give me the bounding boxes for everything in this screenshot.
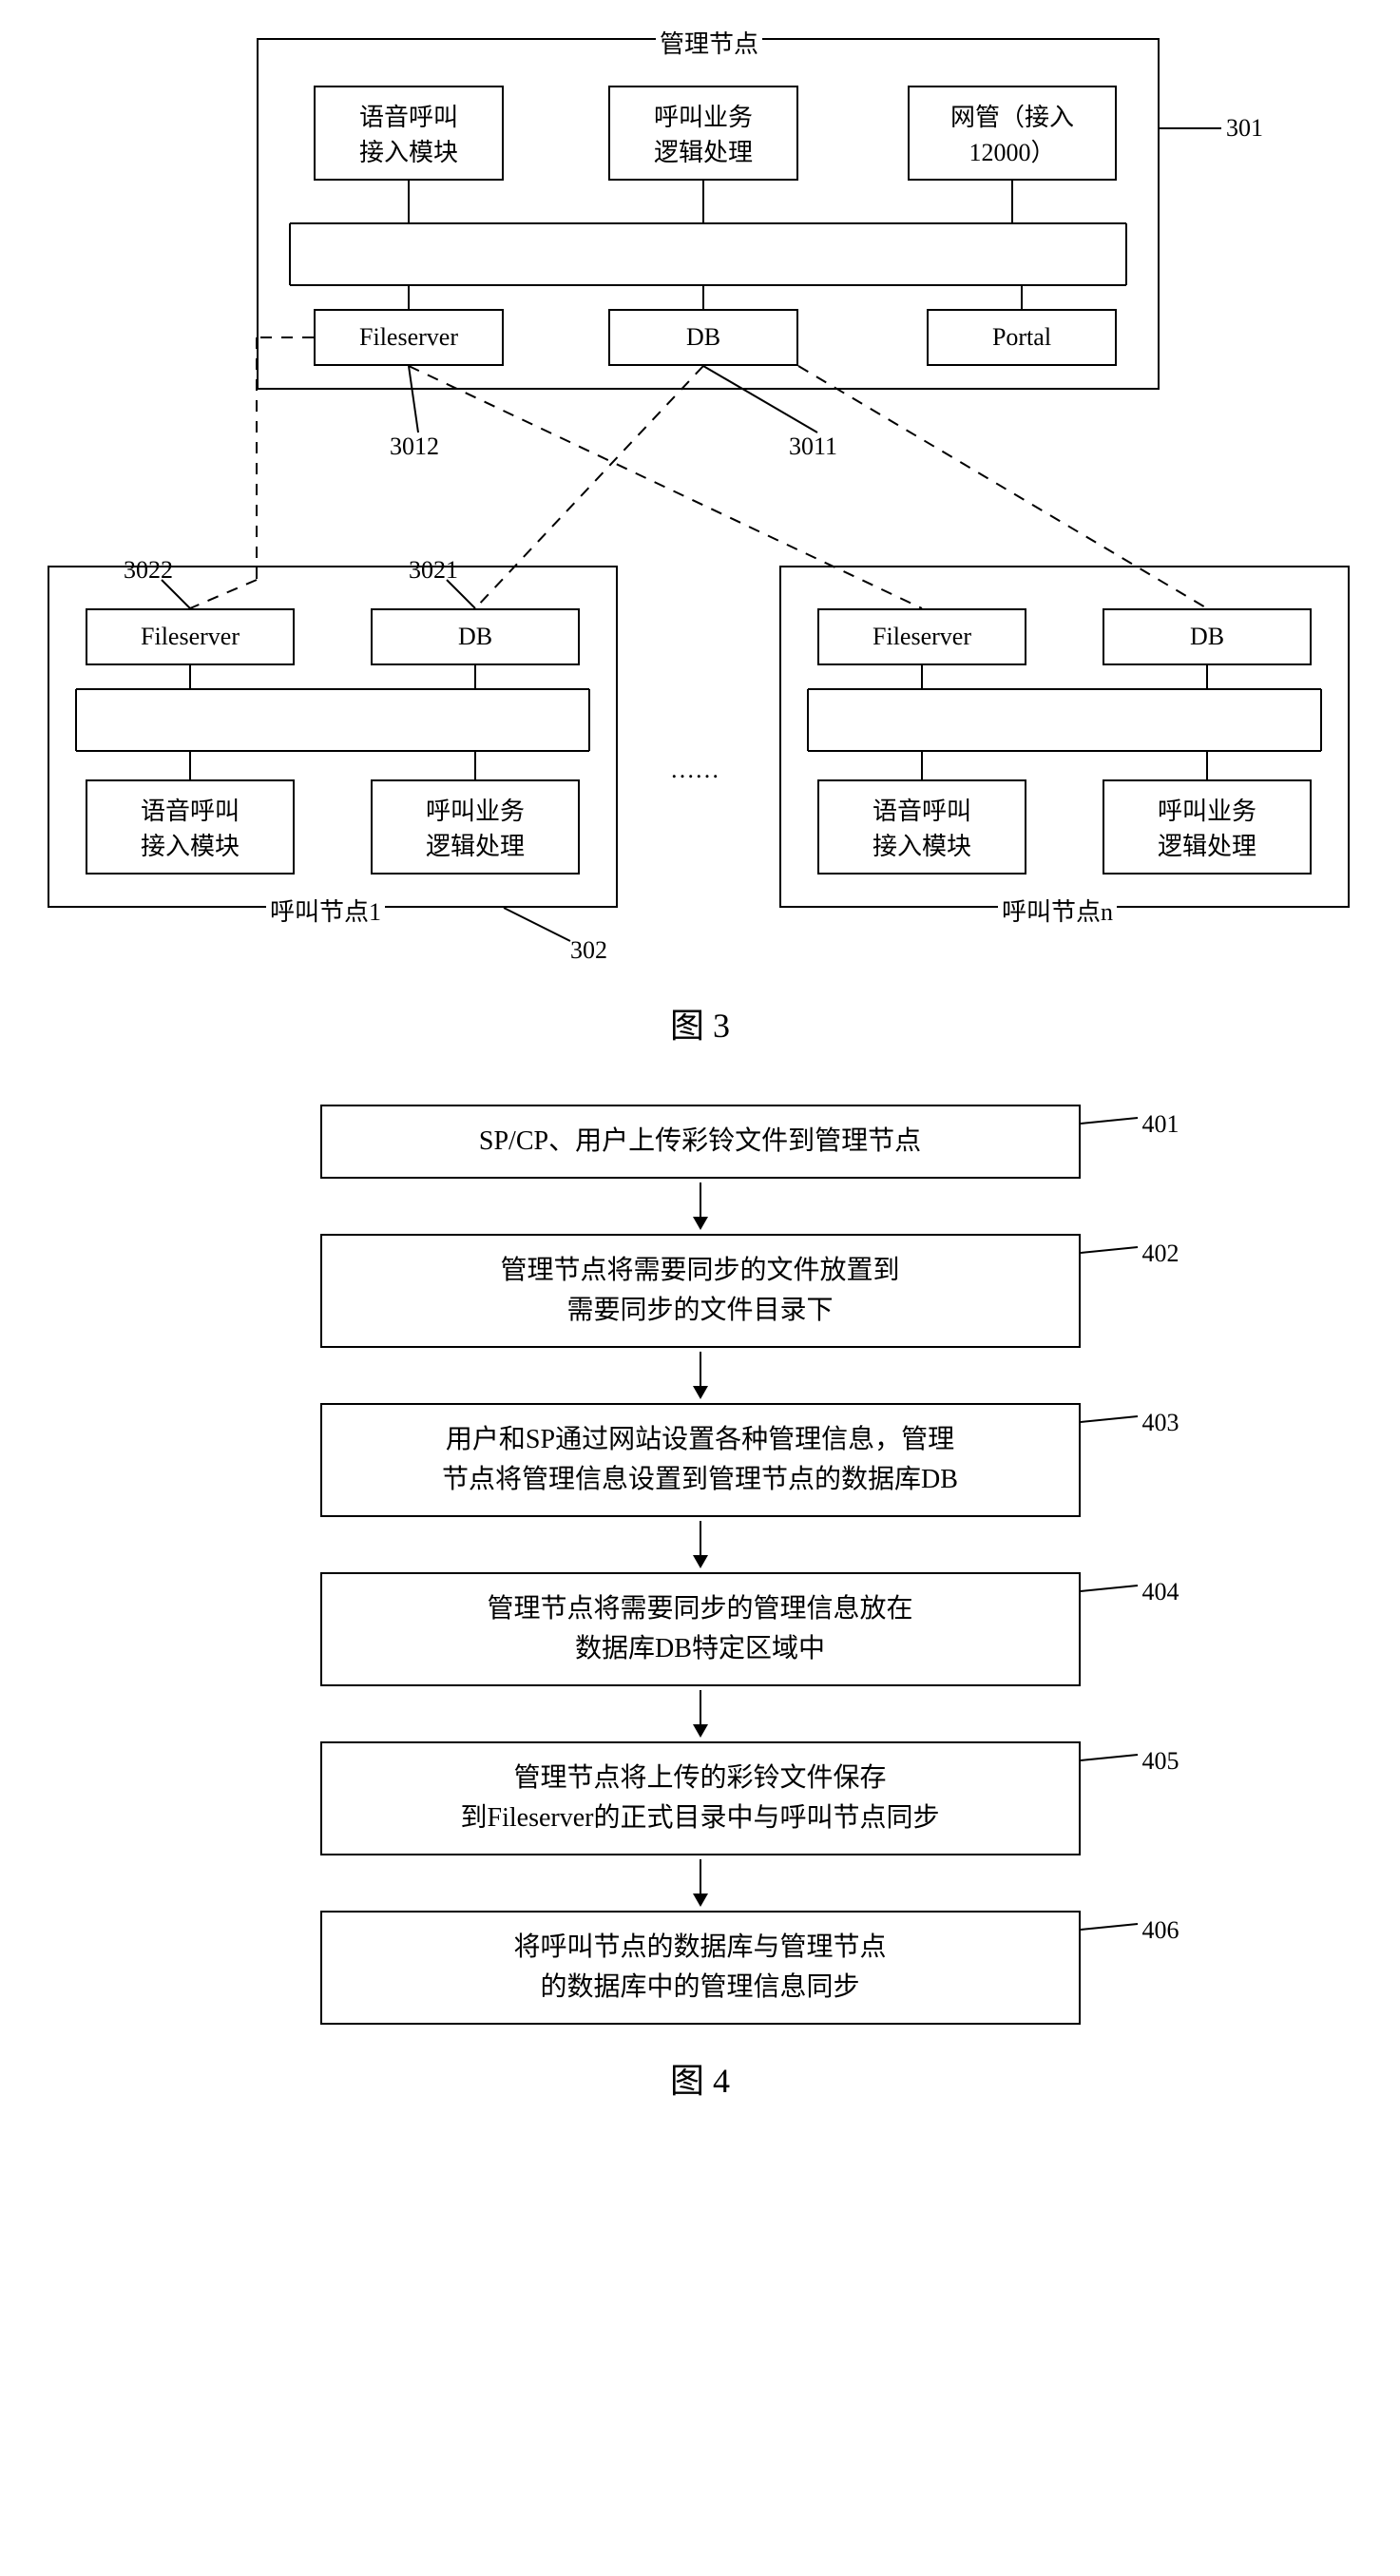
call-node-1-db: DB [371, 608, 580, 665]
mgmt-nms: 网管（接入 12000） [908, 86, 1117, 181]
mgmt-node-label: 管理节点 [656, 25, 762, 60]
flow-arrow-402 [178, 1352, 1223, 1399]
flow-step-404: 管理节点将需要同步的管理信息放在 数据库DB特定区域中 404 [178, 1572, 1223, 1686]
mgmt-call-logic: 呼叫业务 逻辑处理 [608, 86, 798, 181]
flow-step-label-404: 404 [1142, 1578, 1179, 1606]
call-node-1-voice-access: 语音呼叫 接入模块 [86, 779, 295, 875]
call-node-n-label: 呼叫节点n [998, 893, 1117, 928]
call-node-1-call-logic: 呼叫业务 逻辑处理 [371, 779, 580, 875]
flow-step-label-405: 405 [1142, 1747, 1179, 1776]
flow-step-box-406: 将呼叫节点的数据库与管理节点 的数据库中的管理信息同步 [320, 1911, 1081, 2025]
callout-301: 301 [1226, 114, 1263, 143]
figure-4: SP/CP、用户上传彩铃文件到管理节点 401 管理节点将需要同步的文件放置到 需要… [178, 1105, 1223, 2025]
call-node-1-label: 呼叫节点1 [266, 893, 385, 928]
flow-step-402: 管理节点将需要同步的文件放置到 需要同步的文件目录下 402 [178, 1234, 1223, 1348]
flow-step-406: 将呼叫节点的数据库与管理节点 的数据库中的管理信息同步 406 [178, 1911, 1223, 2025]
flow-step-405: 管理节点将上传的彩铃文件保存 到Fileserver的正式目录中与呼叫节点同步 4… [178, 1741, 1223, 1855]
flow-arrow-403 [178, 1521, 1223, 1568]
flow-step-label-406: 406 [1142, 1916, 1179, 1945]
flow-step-403: 用户和SP通过网站设置各种管理信息，管理 节点将管理信息设置到管理节点的数据库D… [178, 1403, 1223, 1517]
ellipsis: …… [670, 756, 719, 784]
figure-4-title: 图 4 [38, 2053, 1362, 2103]
flow-step-box-402: 管理节点将需要同步的文件放置到 需要同步的文件目录下 [320, 1234, 1081, 1348]
call-node-n-voice-access: 语音呼叫 接入模块 [817, 779, 1026, 875]
flow-step-box-404: 管理节点将需要同步的管理信息放在 数据库DB特定区域中 [320, 1572, 1081, 1686]
flow-step-box-401: SP/CP、用户上传彩铃文件到管理节点 [320, 1105, 1081, 1179]
figure-3-title: 图 3 [38, 998, 1362, 1048]
mgmt-db: DB [608, 309, 798, 366]
mgmt-voice-access: 语音呼叫 接入模块 [314, 86, 504, 181]
flow-step-label-402: 402 [1142, 1240, 1179, 1268]
flow-step-leader-402 [1081, 1234, 1147, 1262]
callout-302: 302 [570, 936, 607, 965]
flow-step-box-403: 用户和SP通过网站设置各种管理信息，管理 节点将管理信息设置到管理节点的数据库D… [320, 1403, 1081, 1517]
flow-step-label-401: 401 [1142, 1110, 1179, 1139]
flow-arrow-401 [178, 1182, 1223, 1230]
call-node-n-fileserver: Fileserver [817, 608, 1026, 665]
flow-arrow-404 [178, 1690, 1223, 1738]
flow-step-leader-406 [1081, 1911, 1147, 1939]
flow-step-box-405: 管理节点将上传的彩铃文件保存 到Fileserver的正式目录中与呼叫节点同步 [320, 1741, 1081, 1855]
callout-3011: 3011 [789, 433, 837, 461]
mgmt-fileserver: Fileserver [314, 309, 504, 366]
flow-step-leader-403 [1081, 1403, 1147, 1432]
flow-step-401: SP/CP、用户上传彩铃文件到管理节点 401 [178, 1105, 1223, 1179]
flow-step-leader-405 [1081, 1741, 1147, 1770]
call-node-n-db: DB [1103, 608, 1312, 665]
call-node-1-fileserver: Fileserver [86, 608, 295, 665]
figure-3: 管理节点语音呼叫 接入模块呼叫业务 逻辑处理网管（接入 12000）Filese… [38, 38, 1362, 970]
flow-step-label-403: 403 [1142, 1409, 1179, 1437]
flow-step-leader-401 [1081, 1105, 1147, 1133]
callout-3021: 3021 [409, 556, 458, 585]
flow-arrow-405 [178, 1859, 1223, 1907]
call-node-n-call-logic: 呼叫业务 逻辑处理 [1103, 779, 1312, 875]
flow-step-leader-404 [1081, 1572, 1147, 1601]
callout-3022: 3022 [124, 556, 173, 585]
callout-3012: 3012 [390, 433, 439, 461]
mgmt-portal: Portal [927, 309, 1117, 366]
